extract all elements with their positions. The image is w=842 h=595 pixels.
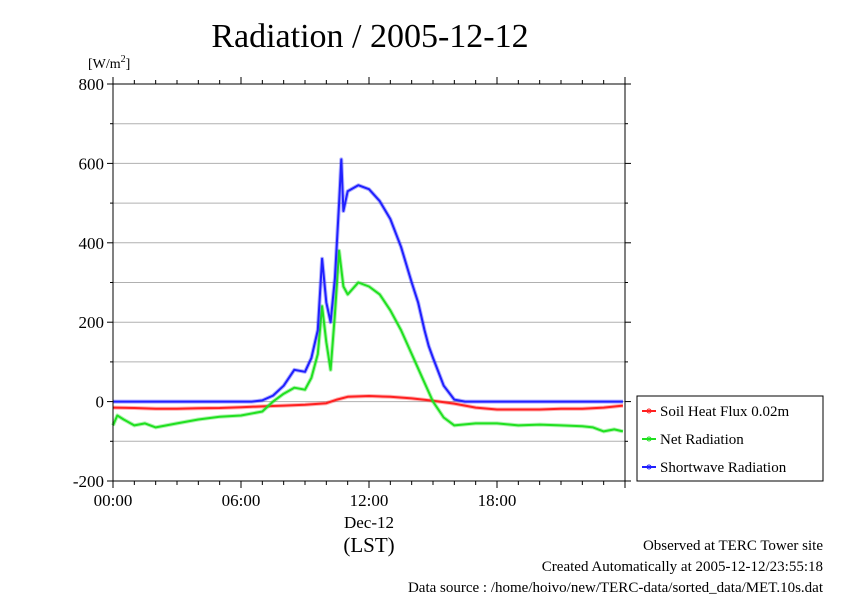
y-tick-label: 600 [79,154,105,173]
gridlines [113,123,625,442]
y-tick-label: 400 [79,234,105,253]
legend-marker-net-radiation [646,436,652,442]
x-axis-label: (LST) [343,533,394,557]
legend-label-shortwave-radiation: Shortwave Radiation [660,460,787,476]
series-lines [111,157,624,434]
x-tick-label: 18:00 [478,491,517,510]
legend-label-net-radiation: Net Radiation [660,432,744,448]
x-tick-label: 00:00 [94,491,133,510]
legend-marker-shortwave-radiation [646,464,652,470]
legend-marker-soil-heat-flux-0-02m [646,408,652,414]
series-line-soil-heat-flux-0-02m [112,395,624,411]
y-axis-unit-superscript: 2 [121,54,126,65]
y-axis-unit-text: [W/m [88,57,121,72]
legend-label-soil-heat-flux-0-02m: Soil Heat Flux 0.02m [660,404,790,420]
y-axis-unit-label: [W/m2] [88,54,130,72]
series-line-shortwave-radiation [113,158,623,403]
legend-box [636,395,824,482]
footer-created-timestamp: Created Automatically at 2005-12-12/23:5… [542,559,823,575]
footer-observed-site: Observed at TERC Tower site [643,538,823,554]
series-halo-net-radiation [111,248,624,434]
legend-items: Soil Heat Flux 0.02m Net Radiation Shortwa… [642,404,790,476]
x-tick-label: 12:00 [350,491,389,510]
series-line-net-radiation [112,249,624,433]
x-tick-label: 06:00 [222,491,261,510]
y-axis-unit-close: ] [126,57,131,72]
y-tick-label: 0 [96,393,105,412]
axes: -200 0 200 400 600 800 00:00 06:00 12:00 18:00 [73,75,631,510]
footer-data-source: Data source : /home/hoivo/new/TERC-data/… [408,580,824,595]
legend: Soil Heat Flux 0.02m Net Radiation Shortwa… [636,395,824,482]
chart-title: Radiation / 2005-12-12 [211,18,528,55]
x-date-label: Dec-12 [344,513,394,532]
series-halo-shortwave-radiation [113,157,623,404]
y-tick-label: 800 [79,75,105,94]
y-tick-label: -200 [73,472,104,491]
y-tick-label: 200 [79,313,105,332]
